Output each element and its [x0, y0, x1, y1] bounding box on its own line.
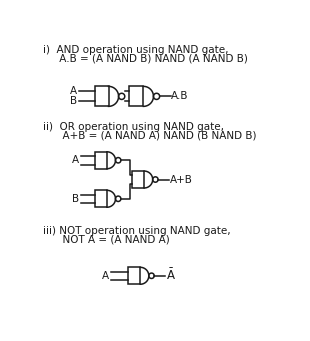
Text: A: A [102, 271, 109, 281]
Text: i)  AND operation using NAND gate,: i) AND operation using NAND gate, [43, 45, 228, 55]
Text: A.B: A.B [171, 91, 189, 101]
Text: iii) NOT operation using NAND gate,: iii) NOT operation using NAND gate, [43, 226, 230, 236]
Text: A+B: A+B [170, 175, 193, 184]
Text: B: B [70, 97, 78, 106]
Text: A+B = (A NAND A) NAND (B NAND B): A+B = (A NAND A) NAND (B NAND B) [43, 130, 256, 140]
Text: ii)  OR operation using NAND gate,: ii) OR operation using NAND gate, [43, 122, 224, 132]
Text: $\bar{\mathrm{A}}$: $\bar{\mathrm{A}}$ [166, 268, 176, 283]
Text: NOT A = (A NAND A): NOT A = (A NAND A) [43, 234, 169, 244]
Text: A.B = (A NAND B) NAND (A NAND B): A.B = (A NAND B) NAND (A NAND B) [43, 53, 247, 63]
Text: A: A [70, 86, 78, 97]
Text: B: B [72, 194, 79, 204]
Text: A: A [72, 155, 79, 165]
